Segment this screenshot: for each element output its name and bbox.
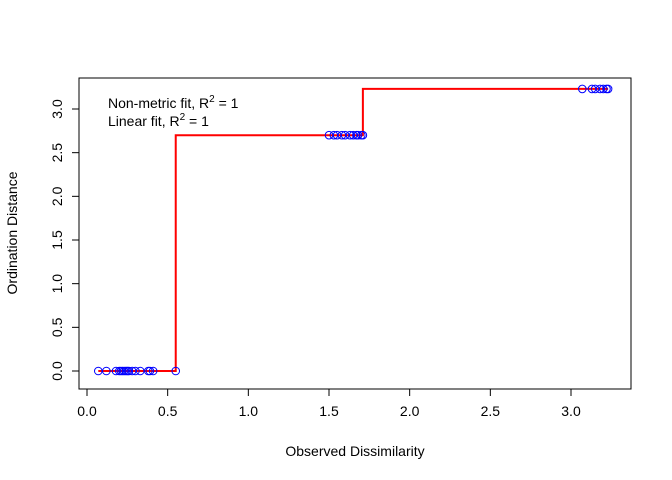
x-axis-title: Observed Dissimilarity (285, 443, 424, 459)
x-tick-label: 2.0 (400, 403, 420, 419)
legend-line-nonmetric: Non-metric fit, R2 = 1 (108, 94, 239, 111)
y-tick-label: 1.5 (49, 230, 65, 250)
y-tick-label: 2.5 (49, 143, 65, 163)
x-tick-label: 0.5 (158, 403, 178, 419)
x-tick-label: 1.0 (239, 403, 259, 419)
y-tick-label: 1.0 (49, 274, 65, 294)
y-tick-label: 3.0 (49, 99, 65, 119)
x-tick-label: 1.5 (319, 403, 339, 419)
x-tick-label: 3.0 (561, 403, 581, 419)
y-axis-title: Ordination Distance (4, 171, 20, 294)
y-tick-label: 0.5 (49, 317, 65, 337)
x-tick-label: 0.0 (77, 403, 97, 419)
x-tick-label: 2.5 (481, 403, 501, 419)
y-tick-label: 2.0 (49, 186, 65, 206)
y-tick-label: 0.0 (49, 361, 65, 381)
legend-line-linear: Linear fit, R2 = 1 (108, 112, 209, 129)
